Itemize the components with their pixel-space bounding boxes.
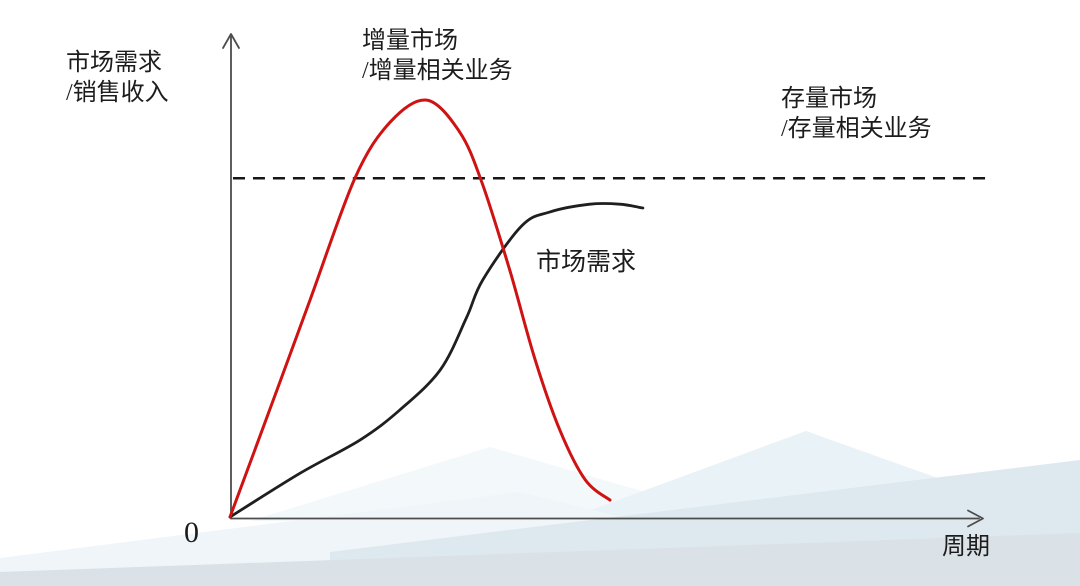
incremental-market-label-line2: /增量相关业务 (362, 58, 513, 84)
market-demand-curve-label: 市场需求 (536, 249, 637, 276)
decor-band-bottom (0, 533, 1080, 586)
incremental-market-label: 增量市场 /增量相关业务 (362, 26, 513, 86)
y-axis-arrow-icon (222, 33, 240, 49)
background-mountains (0, 431, 1080, 586)
y-axis-label: 市场需求 /销售收入 (66, 48, 169, 108)
stock-market-label-line1: 存量市场 (781, 86, 877, 112)
y-axis-label-line1: 市场需求 (66, 50, 162, 76)
market-demand-curve (228, 202, 645, 519)
x-axis-arrow-icon (967, 509, 984, 528)
stock-market-label-line2: /存量相关业务 (781, 116, 932, 142)
x-axis-label: 周期 (942, 534, 990, 560)
stock-market-label: 存量市场 /存量相关业务 (781, 84, 932, 144)
axes (222, 33, 984, 528)
origin-label: 0 (184, 516, 199, 549)
y-axis-label-line2: /销售收入 (66, 80, 169, 106)
incremental-market-curve (228, 98, 612, 519)
incremental-market-label-line1: 增量市场 (362, 28, 458, 54)
